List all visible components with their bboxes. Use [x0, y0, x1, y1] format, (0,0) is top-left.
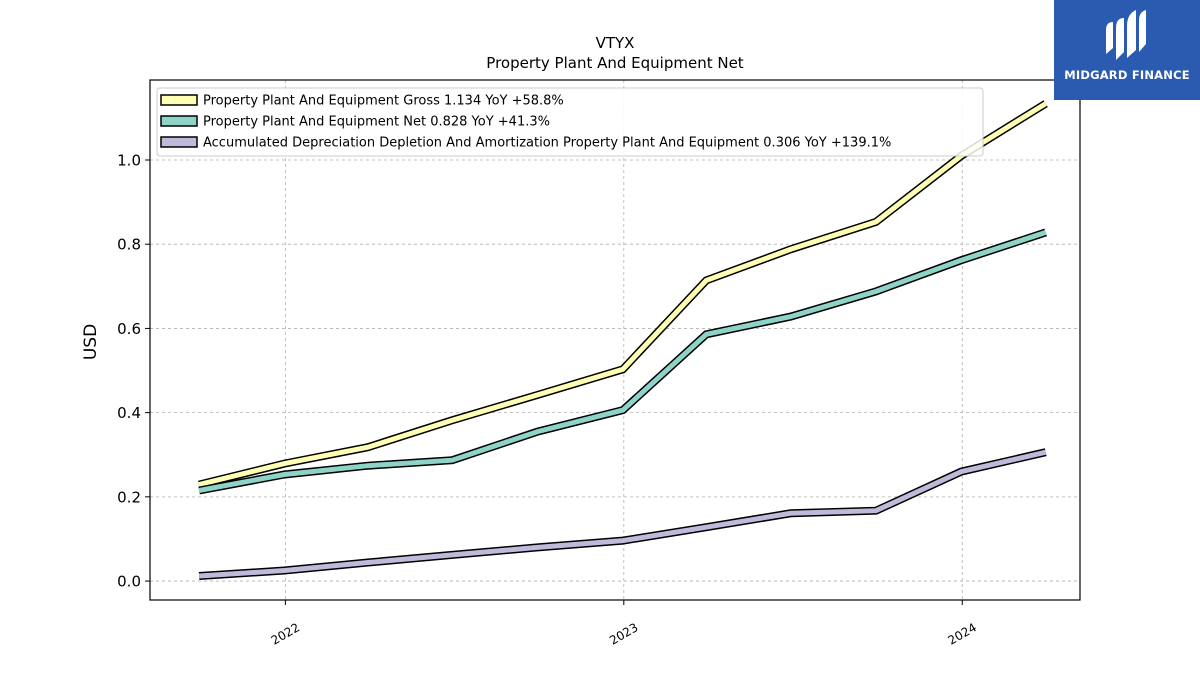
x-tick-label: 2022 — [269, 620, 302, 647]
x-tick-label: 2023 — [607, 620, 640, 647]
chart-title: VTYX — [596, 34, 635, 52]
y-tick-label: 0.8 — [117, 236, 141, 254]
y-tick-label: 0.6 — [117, 320, 141, 338]
y-tick-label: 0.4 — [117, 404, 141, 422]
y-axis-label: USD — [81, 324, 101, 360]
y-tick-label: 0.0 — [117, 573, 141, 591]
brand-logo: MIDGARD FINANCE — [1054, 0, 1200, 100]
series-layer — [198, 100, 1048, 580]
grid — [150, 80, 1080, 600]
legend: Property Plant And Equipment Gross 1.134… — [156, 87, 984, 157]
plot-frame — [149, 79, 1081, 601]
legend-label: Property Plant And Equipment Net 0.828 Y… — [203, 115, 550, 130]
y-tick-label: 0.2 — [117, 488, 141, 506]
legend-label: Accumulated Depreciation Depletion And A… — [203, 136, 891, 151]
y-tick-label: 1.0 — [117, 152, 141, 170]
series-line — [198, 101, 1048, 488]
logo-mark-icon — [1106, 10, 1146, 60]
series-outline — [198, 100, 1048, 489]
brand-name: MIDGARD FINANCE — [1064, 68, 1190, 82]
legend-swatch — [160, 94, 198, 106]
legend-swatch — [160, 136, 198, 148]
legend-box — [156, 87, 984, 157]
x-axis: 2022 2023 2024 — [269, 600, 979, 648]
y-axis: 0.0 0.2 0.4 0.6 0.8 1.0 — [117, 152, 150, 591]
x-tick-label: 2024 — [946, 620, 979, 647]
legend-swatch — [160, 115, 198, 127]
legend-label: Property Plant And Equipment Gross 1.134… — [203, 94, 564, 109]
chart-subtitle: Property Plant And Equipment Net — [486, 54, 743, 72]
